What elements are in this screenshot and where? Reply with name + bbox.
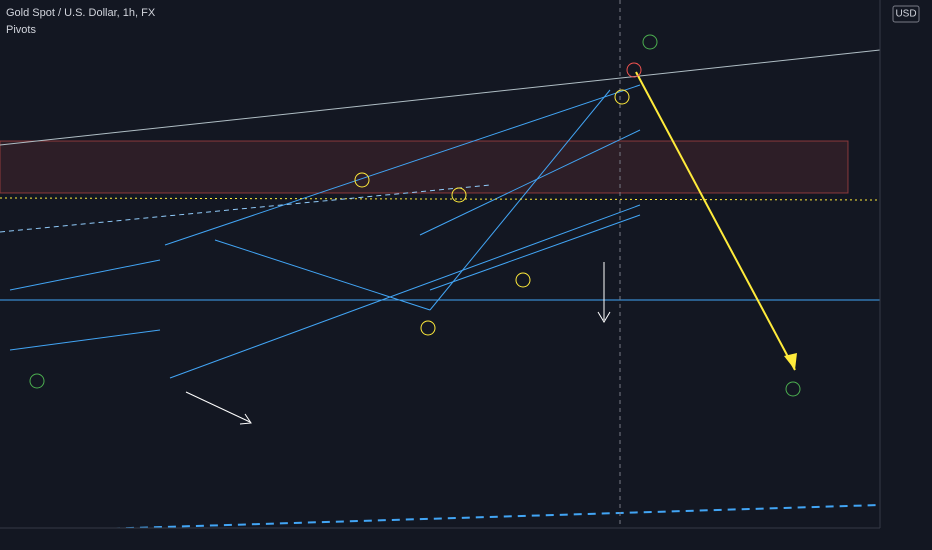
note-arrow (185, 391, 251, 423)
channel-line (9, 259, 161, 291)
resistance-zone (0, 140, 849, 194)
drawings (0, 0, 881, 533)
wave-circle (642, 34, 658, 50)
dashed-line (0, 184, 491, 233)
channel-line (9, 329, 161, 351)
currency: USD (895, 9, 916, 20)
wave-circle (420, 320, 436, 336)
wave-circle (354, 172, 370, 188)
channel-line (429, 89, 611, 311)
channel-line (429, 214, 641, 291)
wave-circle (626, 62, 642, 78)
wave-circle (29, 373, 45, 389)
chart-title: Gold Spot / U.S. Dollar, 1h, FX (6, 7, 156, 19)
wave-circle (515, 272, 531, 288)
currency-badge (892, 5, 920, 23)
projection-arrow (635, 71, 796, 371)
arrow-head (597, 311, 611, 323)
channel-line (164, 84, 641, 246)
arrow-head (784, 353, 797, 370)
channel-line (169, 204, 641, 379)
arrow-head (239, 413, 252, 425)
wave-circle (785, 381, 801, 397)
subtitle: Pivots (6, 24, 36, 36)
dotted-line (0, 197, 881, 201)
wave-circle (451, 187, 467, 203)
wave-circle (614, 89, 630, 105)
channel-line (214, 239, 431, 311)
price-axis (880, 0, 932, 550)
trend-line (0, 49, 881, 146)
channel-line (419, 129, 641, 236)
annotations (29, 34, 801, 397)
time-axis (0, 528, 932, 550)
